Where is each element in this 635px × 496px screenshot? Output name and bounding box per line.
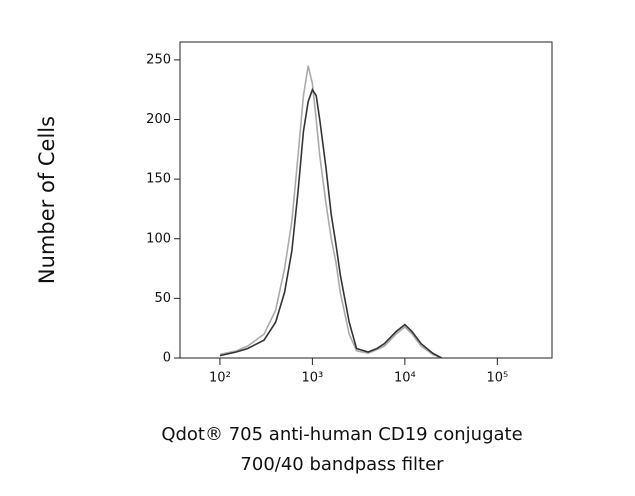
y-tick-label: 250 xyxy=(146,52,171,67)
y-axis-label: Number of Cells xyxy=(35,116,59,284)
histogram-line xyxy=(219,87,443,359)
y-tick-label: 200 xyxy=(146,112,171,127)
y-tick-label: 100 xyxy=(146,231,171,246)
y-tick-label: 50 xyxy=(154,291,171,306)
x-axis-label: Qdot® 705 anti-human CD19 conjugate xyxy=(161,424,522,445)
x-tick-label: 10⁵ xyxy=(486,371,508,386)
x-tick-label: 10³ xyxy=(302,371,324,386)
x-axis-label: 700/40 bandpass filter xyxy=(240,454,444,475)
x-tick-label: 10² xyxy=(209,371,231,386)
y-tick-label: 0 xyxy=(163,351,171,366)
y-tick-label: 150 xyxy=(146,172,171,187)
plot-frame xyxy=(179,41,553,359)
x-tick-label: 10⁴ xyxy=(394,371,416,386)
histogram-line xyxy=(219,65,442,359)
